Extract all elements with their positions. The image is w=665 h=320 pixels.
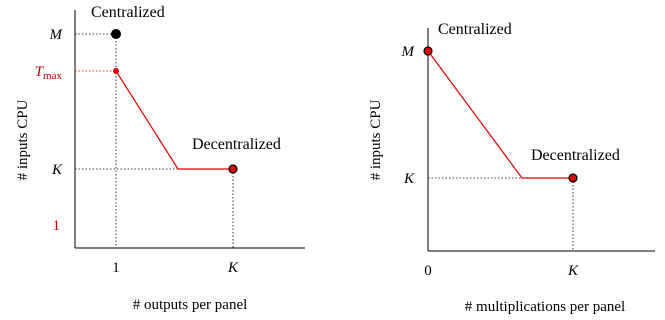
left-decentralized-point bbox=[228, 164, 238, 174]
left-y-tick-T: T bbox=[35, 64, 45, 80]
left-y-tick-one: 1 bbox=[53, 218, 61, 234]
left-centralized-point bbox=[111, 29, 121, 39]
right-y-tick-M: M bbox=[401, 44, 416, 60]
left-y-tick-Tmax: Tmax bbox=[35, 64, 63, 82]
left-decentralized-label: Decentralized bbox=[192, 136, 281, 153]
right-x-tick-K: K bbox=[567, 263, 579, 279]
left-panel: M Tmax K 1 1 K Centralized Decentralized… bbox=[15, 4, 305, 313]
right-x-tick-zero: 0 bbox=[424, 263, 432, 279]
left-tradeoff-curve bbox=[115, 70, 233, 170]
right-y-axis-label: # inputs CPU bbox=[368, 99, 384, 180]
right-x-axis-label: # multiplications per panel bbox=[465, 299, 625, 315]
left-tmax-point bbox=[113, 68, 119, 74]
left-x-tick-one: 1 bbox=[112, 260, 120, 276]
right-decentralized-point bbox=[568, 173, 578, 183]
left-y-tick-M: M bbox=[49, 27, 64, 43]
right-decentralized-label: Decentralized bbox=[531, 147, 620, 164]
left-centralized-label: Centralized bbox=[91, 4, 165, 21]
right-panel: M K 0 K Centralized Decentralized # inpu… bbox=[368, 21, 655, 315]
left-x-tick-K: K bbox=[227, 260, 239, 276]
left-y-axis-label: # inputs CPU bbox=[15, 99, 31, 180]
left-x-axis-label: # outputs per panel bbox=[133, 297, 248, 313]
right-tradeoff-curve bbox=[427, 50, 573, 179]
right-y-tick-K: K bbox=[403, 171, 415, 187]
right-centralized-label: Centralized bbox=[438, 21, 512, 38]
right-centralized-point bbox=[423, 46, 433, 56]
left-y-tick-max: max bbox=[43, 70, 62, 82]
left-y-tick-K: K bbox=[51, 162, 63, 178]
